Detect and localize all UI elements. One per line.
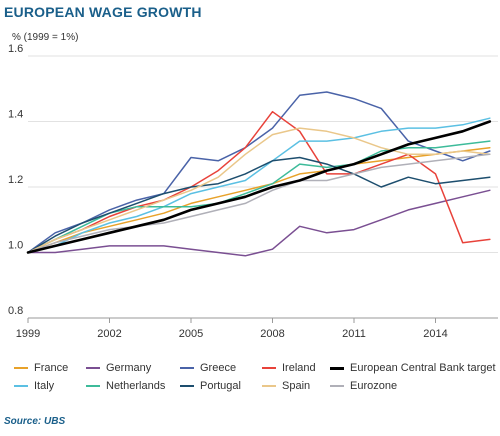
legend-swatch: [262, 367, 276, 369]
series-line-germany: [27, 189, 491, 257]
legend-label: Netherlands: [106, 380, 166, 392]
legend-swatch: [330, 385, 344, 387]
x-tick-label: 2011: [342, 328, 366, 340]
y-axis-unit-label: % (1999 = 1%): [12, 32, 79, 43]
series-line-greece: [27, 91, 491, 254]
x-tick-label: 2014: [423, 328, 447, 340]
legend-label: Germany: [106, 362, 152, 374]
legend-label: France: [34, 362, 69, 374]
legend-label: European Central Bank target: [350, 362, 496, 374]
legend-swatch: [330, 366, 344, 370]
x-tick-label: 2005: [179, 328, 203, 340]
legend-item: Germany: [86, 362, 151, 374]
legend-label: Greece: [200, 362, 237, 374]
legend-item: Italy: [14, 380, 54, 392]
series-line-portugal: [27, 156, 491, 254]
legend-label: Portugal: [200, 380, 241, 392]
legend-swatch: [180, 385, 194, 387]
legend-item: Greece: [180, 362, 236, 374]
legend-label: Spain: [282, 380, 311, 392]
x-tick-label: 2008: [260, 328, 284, 340]
chart-title: EUROPEAN WAGE GROWTH: [4, 4, 202, 20]
y-tick-label: 1.2: [8, 174, 23, 186]
y-tick-label: 1.0: [8, 240, 23, 252]
legend-item: European Central Bank target: [330, 362, 496, 374]
series-line-ireland: [27, 110, 491, 254]
legend-swatch: [14, 367, 28, 369]
legend-swatch: [86, 385, 100, 387]
source-note: Source: UBS: [4, 416, 66, 427]
legend-swatch: [262, 385, 276, 387]
legend-label: Ireland: [282, 362, 316, 374]
legend-swatch: [86, 367, 100, 369]
x-tick-label: 2002: [97, 328, 121, 340]
y-tick-label: 1.6: [8, 43, 23, 55]
legend-label: Eurozone: [350, 380, 398, 392]
legend-item: Portugal: [180, 380, 241, 392]
legend-label: Italy: [34, 380, 55, 392]
legend-swatch: [14, 385, 28, 387]
series-line-spain: [27, 127, 491, 254]
y-tick-label: 1.4: [8, 109, 23, 121]
legend-item: Netherlands: [86, 380, 165, 392]
x-tick-label: 1999: [16, 328, 40, 340]
legend-item: Eurozone: [330, 380, 397, 392]
legend-item: France: [14, 362, 68, 374]
legend-item: Ireland: [262, 362, 316, 374]
y-tick-label: 0.8: [8, 305, 23, 317]
series-line-eurozone: [27, 153, 491, 254]
series-line-european-central-bank-target: [26, 120, 492, 254]
legend-swatch: [180, 367, 194, 369]
legend-item: Spain: [262, 380, 310, 392]
series-line-italy: [27, 117, 491, 254]
